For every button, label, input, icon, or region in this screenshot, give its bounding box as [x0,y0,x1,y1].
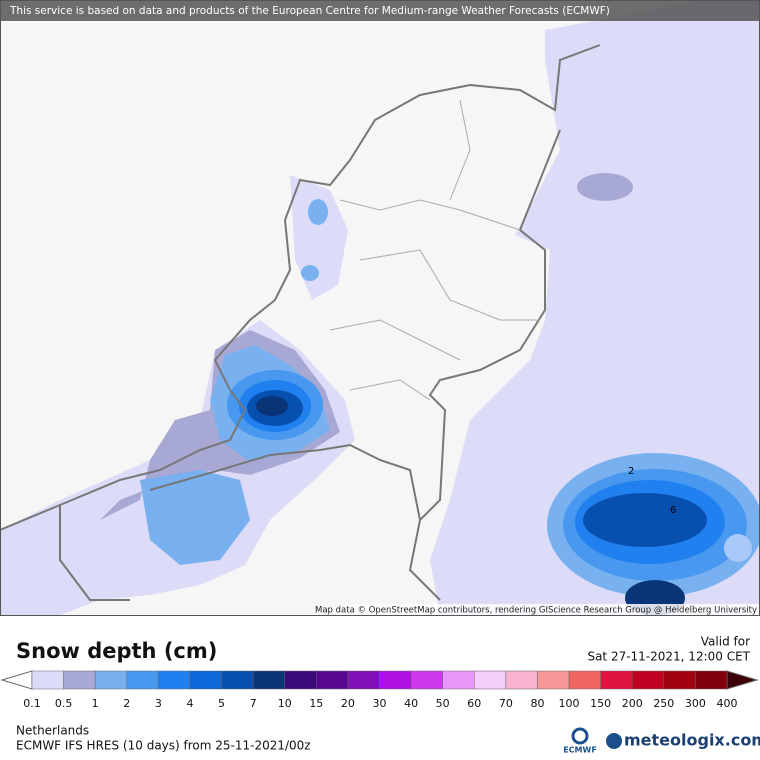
notice-bar [0,0,760,21]
border [149,443,421,521]
legend-swatch [126,670,159,690]
ecmwf-logo: ECMWF [563,727,597,755]
legend-label: 40 [404,697,418,710]
legend-label: 15 [309,697,323,710]
legend-swatch [474,670,507,690]
legend-label: 7 [250,697,257,710]
ecmwf-logo-text: ECMWF [563,746,597,755]
legend-label: 200 [622,697,643,710]
legend-label: 0.1 [23,697,41,710]
legend: 0.1 0.5 1 2 3 4 5 7 10 15 20 30 40 50 60 70 80 100 150 200 2… [0,670,759,710]
legend-swatch [284,670,317,690]
attribution-background [336,604,760,615]
legend-swatch [63,670,96,690]
legend-over [726,670,759,690]
borders [0,44,601,601]
snow-area [140,470,250,565]
legend-label: 400 [717,697,738,710]
legend-label: 20 [341,697,355,710]
valid-label: Valid for [701,635,750,649]
legend-swatch [442,670,475,690]
snow-area [308,199,328,225]
legend-label: 150 [590,697,611,710]
map: 2 6 Map data © OpenStreetMap contributor… [0,0,760,616]
legend-label: 0.5 [55,697,73,710]
legend-swatch [631,670,665,690]
snow-area [256,396,288,416]
border [408,129,561,601]
legend-swatch [94,670,128,690]
region: Netherlands [16,724,89,738]
attribution: Map data © OpenStreetMap contributors, r… [315,606,757,616]
legend-swatch [537,670,570,690]
legend-label: 3 [155,697,162,710]
snow-area [577,173,633,201]
legend-label: 30 [373,697,387,710]
legend-swatch [252,670,285,690]
border [59,505,130,601]
legend-label: 50 [436,697,450,710]
legend-swatch [505,670,538,690]
legend-label: 70 [499,697,513,710]
legend-swatch [189,670,222,690]
legend-swatch [568,670,601,690]
model: ECMWF IFS HRES (10 days) from 25-11-2021… [16,739,311,753]
legend-label: 300 [685,697,706,710]
legend-label: 1 [92,697,99,710]
snow-area [583,493,707,547]
title: Snow depth (cm) [16,639,217,663]
legend-swatch [600,670,633,690]
valid-time: Sat 27-11-2021, 12:00 CET [587,650,750,664]
legend-swatch [410,670,443,690]
brand-icon [606,733,622,749]
provinces [329,99,540,401]
contour-label: 6 [670,505,676,516]
legend-swatch [347,670,380,690]
legend-swatch [158,670,191,690]
legend-label: 250 [653,697,674,710]
legend-label: 10 [278,697,292,710]
legend-under [0,670,33,690]
legend-swatch [221,670,254,690]
legend-label: 100 [559,697,580,710]
legend-label: 80 [530,697,544,710]
legend-swatch [31,670,64,690]
snow-area [301,265,319,281]
legend-swatch [316,670,349,690]
brand: meteologix.com [624,731,760,750]
legend-label: 2 [123,697,130,710]
legend-label: 5 [218,697,225,710]
notice: This service is based on data and produc… [9,5,610,17]
snow-area [724,534,752,562]
legend-swatch [663,670,696,690]
coastline [0,44,601,531]
legend-label: 4 [186,697,193,710]
legend-swatch [695,670,728,690]
legend-label: 60 [467,697,481,710]
legend-swatch [379,670,412,690]
contour-label: 2 [628,466,634,477]
